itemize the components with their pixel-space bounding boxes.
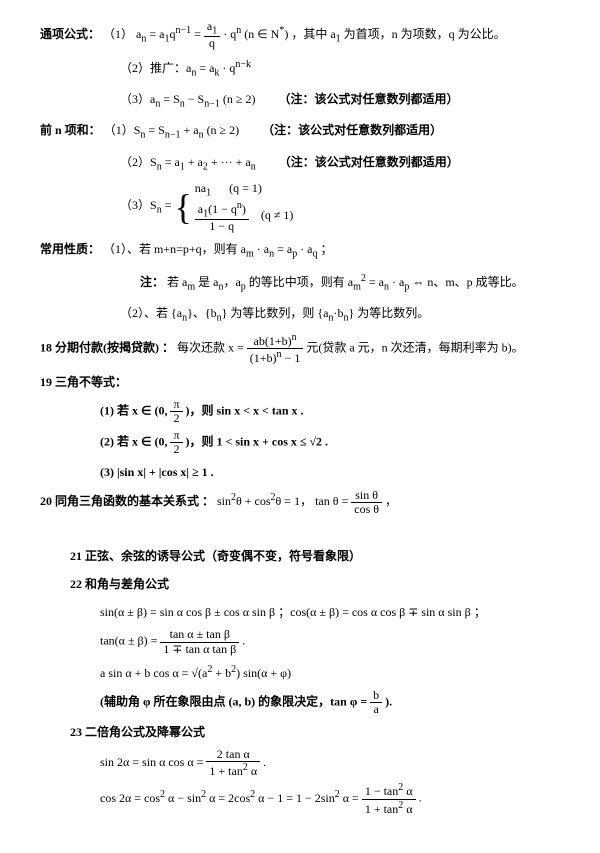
s23-line2: cos 2α = cos2 α − sin2 α = 2cos2 α − 1 =…: [40, 782, 560, 815]
s19-item2: (2) 若 x ∈ (0, π2 )，则 1 < sin x + cos x ≤…: [40, 429, 560, 456]
section-19-label: 19 三角不等式：: [40, 370, 560, 394]
s19-item3: (3) |sin x| + |cos x| ≥ 1 .: [40, 460, 560, 484]
general-term-3: （3）an = Sn − Sn−1 (n ≥ 2) （注：该公式对任意数列都适用…: [40, 87, 560, 114]
general-term-1: 通项公式： （1） an = a1qn−1 = a1 q · qn (n ∈ N…: [40, 20, 560, 51]
common-prop-2: （2）、若 {an}、{bn} 为等比数列，则 {an·bn} 为等比数列。: [40, 301, 560, 328]
s22-line4: (辅助角 φ 所在象限由点 (a, b) 的象限决定，tan φ = ba ).: [40, 689, 560, 716]
front-n-1: 前 n 项和： （1）Sn = Sn−1 + an (n ≥ 2) （注：该公式…: [40, 118, 560, 145]
section-20: 20 同角三角函数的基本关系式 ： sin2θ + cos2θ = 1， tan…: [40, 488, 560, 516]
piecewise-stack: na1 (q = 1) a1(1 − qn) 1 − q (q ≠ 1): [195, 181, 294, 233]
common-prop-note: 注： 若 am 是 an，ap 的等比中项，则有 am2 = an · ap ⇔…: [40, 269, 560, 297]
section-23-label: 23 二倍角公式及降幂公式: [40, 720, 560, 744]
section-18: 18 分期付款(按揭贷款) ： 每次还款 x = ab(1+b)n (1+b)n…: [40, 332, 560, 365]
s19-item1: (1) 若 x ∈ (0, π2 )，则 sin x < x < tan x .: [40, 398, 560, 425]
front-n-2: （2）Sn = a1 + a2 + ··· + an （注：该公式对任意数列都适…: [40, 150, 560, 177]
gt1-prefix: （1）: [103, 27, 133, 41]
front-n-label: 前 n 项和：: [40, 123, 101, 137]
fn2-note: （注：该公式对任意数列都适用）: [279, 155, 459, 169]
left-brace: {: [174, 189, 191, 225]
front-n-3: （3）Sn = { na1 (q = 1) a1(1 − qn) 1 − q (…: [40, 181, 560, 233]
section-21: 21 正弦、余弦的诱导公式（奇变偶不变，符号看象限）: [40, 544, 560, 568]
general-term-label: 通项公式：: [40, 27, 100, 41]
general-term-2: （2）推广：an = ak · qn−k: [40, 55, 560, 83]
gt1-f2: · qn (n ∈ N*) ，其中 a1 为首项，n 为项数，q 为公比。: [223, 27, 505, 41]
gt1-f1: an = a1qn−1 =: [136, 27, 204, 41]
section-22-label: 22 和角与差角公式: [40, 572, 560, 596]
common-prop-label: 常用性质：: [40, 242, 100, 256]
s22-line2: tan(α ± β) = tan α ± tan β1 ∓ tan α tan …: [40, 628, 560, 655]
s22-line1: sin(α ± β) = sin α cos β ± cos α sin β ；…: [40, 600, 560, 624]
s22-line3: a sin α + b cos α = √(a2 + b2) sin(α + φ…: [40, 660, 560, 685]
s23-line1: sin 2α = sin α cos α = 2 tan α1 + tan2 α…: [40, 748, 560, 778]
common-prop-1: 常用性质： （1）、若 m+n=p+q，则有 am · an = ap · aq…: [40, 237, 560, 264]
gt3-note: （注：该公式对任意数列都适用）: [278, 92, 458, 106]
fn1-note: （注：该公式对任意数列都适用）: [262, 123, 442, 137]
gt1-frac: a1 q: [204, 20, 220, 51]
